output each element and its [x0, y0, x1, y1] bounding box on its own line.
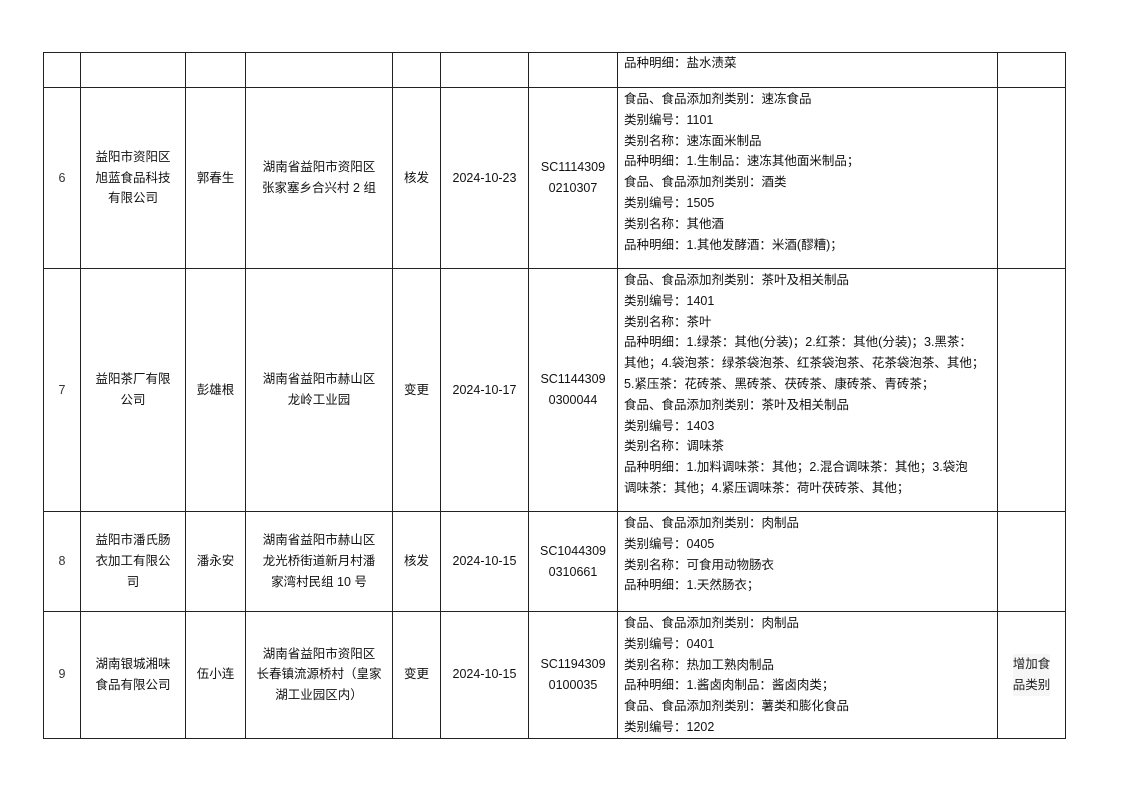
- issue-date: 2024-10-15: [452, 667, 517, 682]
- license-type: 变更: [403, 382, 429, 397]
- row-number-cell: 6: [43, 87, 81, 269]
- company-name-cell: [80, 52, 186, 88]
- address-cell: [245, 52, 393, 88]
- issue-date-cell: 2024-10-17: [440, 268, 529, 512]
- license-type-cell: [392, 52, 441, 88]
- food-category-details-cell: 食品、食品添加剂类别：速冻食品 类别编号：1101 类别名称：速冻面米制品 品种…: [617, 87, 998, 269]
- food-category-details: 品种明细：盐水渍菜: [624, 56, 737, 70]
- legal-representative-cell: 潘永安: [185, 511, 246, 612]
- address-cell: 湖南省益阳市资阳区 张家塞乡合兴村 2 组: [245, 87, 393, 269]
- license-number-cell: SC1194309 0100035: [528, 611, 618, 739]
- address: 湖南省益阳市赫山区 龙岭工业园: [262, 372, 376, 407]
- company-name-cell: 益阳市资阳区 旭蓝食品科技 有限公司: [80, 87, 186, 269]
- license-type-cell: 变更: [392, 268, 441, 512]
- legal-representative: 伍小连: [196, 667, 235, 682]
- license-number-cell: SC1144309 0300044: [528, 268, 618, 512]
- legal-representative-cell: 伍小连: [185, 611, 246, 739]
- food-category-details: 食品、食品添加剂类别：茶叶及相关制品 类别编号：1401 类别名称：茶叶 品种明…: [624, 273, 985, 495]
- food-category-details-cell: 食品、食品添加剂类别：茶叶及相关制品 类别编号：1401 类别名称：茶叶 品种明…: [617, 268, 998, 512]
- row-number: 6: [58, 170, 66, 185]
- license-number: SC1144309 0300044: [540, 372, 606, 407]
- license-table: 品种明细：盐水渍菜 6 益阳市资阳区 旭蓝食品科技 有限公司 郭春生 湖南省益阳市资阳区…: [43, 52, 1066, 739]
- table-row: 9 湖南银城湘味 食品有限公司 伍小连 湖南省益阳市资阳区 长春镇流源桥村（皇家 湖工…: [43, 611, 1066, 739]
- row-number-cell: [43, 52, 81, 88]
- license-type-cell: 变更: [392, 611, 441, 739]
- license-type-cell: 核发: [392, 511, 441, 612]
- company-name: 湖南银城湘味 食品有限公司: [95, 657, 171, 692]
- issue-date: 2024-10-23: [452, 170, 517, 185]
- address: 湖南省益阳市资阳区 张家塞乡合兴村 2 组: [262, 160, 376, 195]
- license-number: SC1194309 0100035: [540, 657, 606, 692]
- license-type: 核发: [403, 554, 429, 569]
- legal-representative: 彭雄根: [196, 382, 235, 397]
- row-number-cell: 9: [43, 611, 81, 739]
- company-name-cell: 益阳市潘氏肠 衣加工有限公 司: [80, 511, 186, 612]
- food-category-details: 食品、食品添加剂类别：肉制品 类别编号：0401 类别名称：热加工熟肉制品 品种…: [624, 616, 850, 734]
- license-number: SC1114309 0210307: [540, 160, 606, 195]
- remark-cell: 增加食 品类别: [997, 611, 1066, 739]
- license-number-cell: SC1114309 0210307: [528, 87, 618, 269]
- issue-date: 2024-10-17: [452, 382, 517, 397]
- table-row: 7 益阳茶厂有限 公司 彭雄根 湖南省益阳市赫山区 龙岭工业园 变更 2024-10-17…: [43, 268, 1066, 512]
- issue-date-cell: 2024-10-15: [440, 511, 529, 612]
- issue-date-cell: 2024-10-23: [440, 87, 529, 269]
- row-number: 9: [58, 667, 66, 682]
- legal-representative-cell: 彭雄根: [185, 268, 246, 512]
- row-number-cell: 7: [43, 268, 81, 512]
- legal-representative-cell: [185, 52, 246, 88]
- license-type-cell: 核发: [392, 87, 441, 269]
- license-number: SC1044309 0310661: [539, 543, 607, 579]
- row-number-cell: 8: [43, 511, 81, 612]
- remark-cell: [997, 268, 1066, 512]
- address: 湖南省益阳市赫山区 龙光桥街道新月村潘 家湾村民组 10 号: [262, 533, 376, 589]
- food-category-details: 食品、食品添加剂类别：速冻食品 类别编号：1101 类别名称：速冻面米制品 品种…: [624, 92, 860, 252]
- row-number: 8: [58, 554, 66, 569]
- legal-representative: 潘永安: [196, 554, 235, 569]
- food-category-details-cell: 食品、食品添加剂类别：肉制品 类别编号：0405 类别名称：可食用动物肠衣 品种…: [617, 511, 998, 612]
- food-category-details-cell: 品种明细：盐水渍菜: [617, 52, 998, 88]
- license-number-cell: [528, 52, 618, 88]
- license-type: 核发: [403, 170, 429, 185]
- company-name: 益阳市资阳区 旭蓝食品科技 有限公司: [95, 149, 171, 206]
- license-type: 变更: [403, 667, 429, 682]
- remark: 增加食 品类别: [1012, 654, 1051, 696]
- company-name-cell: 益阳茶厂有限 公司: [80, 268, 186, 512]
- issue-date-cell: [440, 52, 529, 88]
- legal-representative: 郭春生: [196, 170, 235, 185]
- legal-representative-cell: 郭春生: [185, 87, 246, 269]
- food-category-details: 食品、食品添加剂类别：肉制品 类别编号：0405 类别名称：可食用动物肠衣 品种…: [624, 516, 800, 593]
- company-name: 益阳市潘氏肠 衣加工有限公 司: [95, 533, 171, 589]
- address-cell: 湖南省益阳市资阳区 长春镇流源桥村（皇家 湖工业园区内）: [245, 611, 393, 739]
- license-number-cell: SC1044309 0310661: [528, 511, 618, 612]
- address-cell: 湖南省益阳市赫山区 龙光桥街道新月村潘 家湾村民组 10 号: [245, 511, 393, 612]
- row-number: 7: [58, 382, 66, 397]
- address-cell: 湖南省益阳市赫山区 龙岭工业园: [245, 268, 393, 512]
- table-row: 8 益阳市潘氏肠 衣加工有限公 司 潘永安 湖南省益阳市赫山区 龙光桥街道新月村潘 家…: [43, 511, 1066, 612]
- company-name: 益阳茶厂有限 公司: [95, 372, 171, 407]
- company-name-cell: 湖南银城湘味 食品有限公司: [80, 611, 186, 739]
- address: 湖南省益阳市资阳区 长春镇流源桥村（皇家 湖工业园区内）: [256, 646, 382, 703]
- table-row: 6 益阳市资阳区 旭蓝食品科技 有限公司 郭春生 湖南省益阳市资阳区 张家塞乡合兴村 …: [43, 87, 1066, 269]
- remark-cell: [997, 87, 1066, 269]
- table-row: 品种明细：盐水渍菜: [43, 52, 1066, 88]
- food-category-details-cell: 食品、食品添加剂类别：肉制品 类别编号：0401 类别名称：热加工熟肉制品 品种…: [617, 611, 998, 739]
- issue-date: 2024-10-15: [452, 554, 517, 569]
- remark-cell: [997, 511, 1066, 612]
- issue-date-cell: 2024-10-15: [440, 611, 529, 739]
- remark-cell: [997, 52, 1066, 88]
